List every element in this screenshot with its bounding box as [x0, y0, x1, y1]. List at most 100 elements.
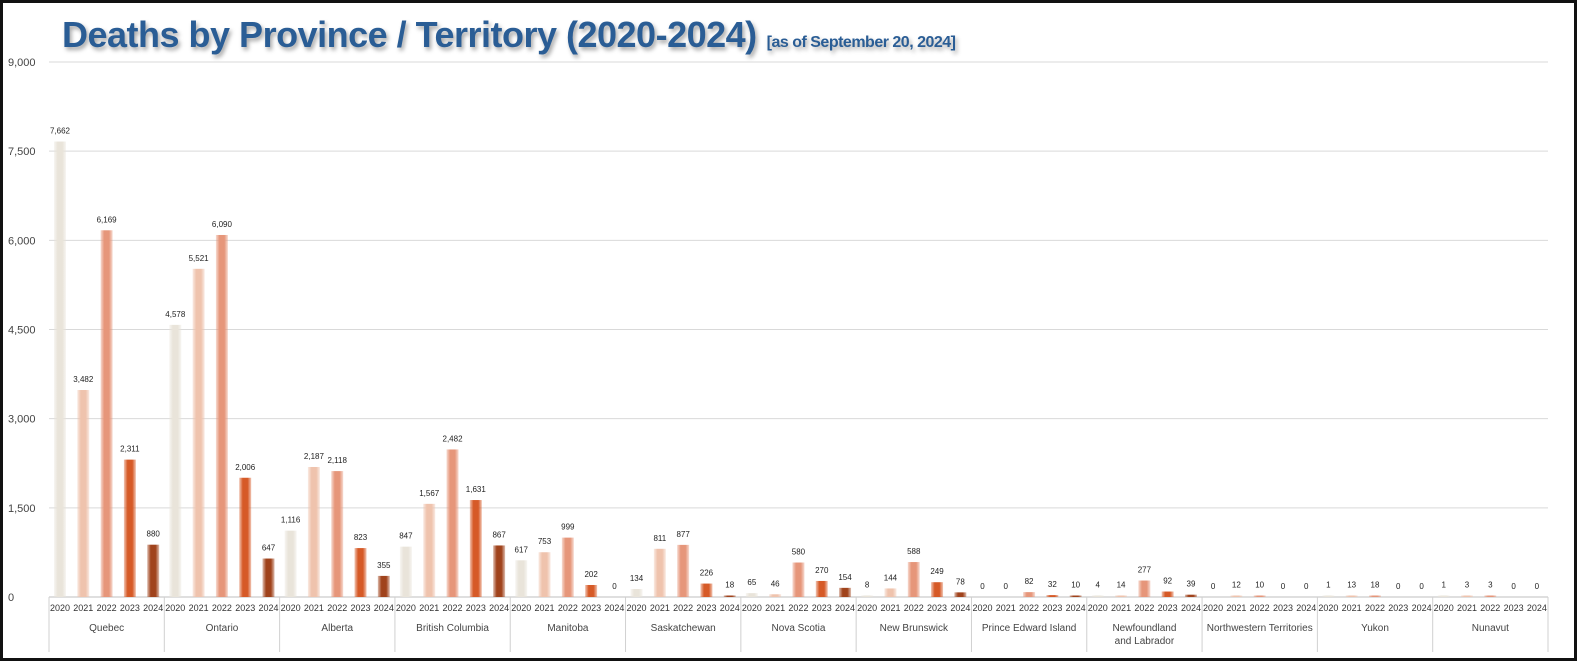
category-label: British Columbia	[416, 623, 489, 634]
data-label: 144	[884, 573, 898, 582]
data-label: 10	[1255, 581, 1264, 590]
data-label: 134	[630, 574, 644, 583]
data-label: 0	[1396, 582, 1401, 591]
data-label: 647	[262, 544, 276, 553]
bar-northwestern-territories-2022	[1253, 595, 1266, 597]
year-tick-label: 2020	[1434, 603, 1454, 613]
bar-nova-scotia-2023	[815, 580, 828, 597]
year-tick-label: 2023	[812, 603, 832, 613]
chart-title: Deaths by Province / Territory (2020-202…	[62, 14, 956, 56]
year-tick-label: 2023	[120, 603, 140, 613]
year-tick-label: 2020	[1318, 603, 1338, 613]
category-label: Ontario	[206, 623, 239, 634]
bar-nova-scotia-2022	[792, 562, 805, 597]
data-label: 0	[1211, 582, 1216, 591]
data-label: 588	[907, 547, 921, 556]
year-tick-label: 2021	[189, 603, 209, 613]
bar-british-columbia-2024	[493, 545, 506, 597]
year-tick-label: 2023	[1273, 603, 1293, 613]
year-tick-label: 2023	[927, 603, 947, 613]
category-label: Northwestern Territories	[1207, 623, 1313, 634]
year-tick-label: 2022	[904, 603, 924, 613]
bar-ontario-2022	[215, 234, 228, 597]
data-label: 18	[1371, 581, 1380, 590]
bar-quebec-2023	[123, 459, 136, 597]
year-tick-label: 2022	[788, 603, 808, 613]
category-label: Alberta	[321, 623, 353, 634]
bar-nunavut-2020	[1437, 595, 1450, 597]
category-label: Prince Edward Island	[982, 623, 1077, 634]
data-label: 1,631	[466, 485, 487, 494]
year-tick-label: 2022	[327, 603, 347, 613]
year-tick-label: 2022	[1480, 603, 1500, 613]
year-tick-label: 2021	[1457, 603, 1477, 613]
year-tick-label: 2021	[73, 603, 93, 613]
year-tick-label: 2020	[742, 603, 762, 613]
bar-quebec-2020	[54, 141, 66, 597]
bar-alberta-2021	[307, 466, 320, 597]
year-tick-label: 2020	[1203, 603, 1223, 613]
year-tick-label: 2024	[374, 603, 394, 613]
year-tick-label: 2020	[511, 603, 531, 613]
bar-saskatchewan-2022	[677, 544, 690, 597]
data-label: 867	[492, 530, 506, 539]
data-label: 753	[538, 537, 552, 546]
data-label: 78	[956, 577, 965, 586]
data-label: 0	[1419, 582, 1424, 591]
bar-new-brunswick-2023	[931, 582, 944, 597]
year-tick-label: 2022	[558, 603, 578, 613]
year-tick-label: 2023	[235, 603, 255, 613]
year-tick-label: 2024	[1066, 603, 1086, 613]
year-tick-label: 2020	[972, 603, 992, 613]
data-label: 617	[515, 545, 529, 554]
bar-nova-scotia-2024	[839, 587, 852, 597]
year-tick-label: 2023	[1504, 603, 1524, 613]
category-label: Newfoundland	[1112, 623, 1176, 634]
data-label: 154	[838, 573, 852, 582]
bar-yukon-2022	[1368, 595, 1381, 597]
data-label: 7,662	[50, 127, 71, 136]
category-label: Nova Scotia	[772, 623, 826, 634]
data-label: 999	[561, 523, 575, 532]
year-tick-label: 2022	[212, 603, 232, 613]
data-label: 14	[1117, 581, 1126, 590]
bar-alberta-2023	[354, 548, 367, 597]
year-tick-label: 2023	[581, 603, 601, 613]
year-tick-label: 2021	[419, 603, 439, 613]
bar-nova-scotia-2020	[745, 593, 758, 597]
year-tick-label: 2024	[1296, 603, 1316, 613]
year-tick-label: 2021	[1342, 603, 1362, 613]
bar-new-brunswick-2021	[884, 588, 897, 597]
bar-nova-scotia-2021	[769, 594, 782, 597]
bar-ontario-2023	[239, 477, 252, 597]
data-label: 823	[354, 533, 368, 542]
bar-manitoba-2022	[561, 537, 574, 597]
data-label: 32	[1048, 580, 1057, 589]
bar-quebec-2024	[147, 544, 160, 597]
bar-prince-edward-island-2023	[1046, 595, 1059, 597]
data-label: 277	[1138, 566, 1152, 575]
year-tick-label: 2023	[696, 603, 716, 613]
year-tick-label: 2020	[627, 603, 647, 613]
data-label: 0	[980, 582, 985, 591]
data-label: 1	[1326, 581, 1331, 590]
data-label: 2,482	[443, 434, 464, 443]
y-tick-label: 6,000	[8, 235, 36, 247]
y-tick-label: 0	[8, 592, 14, 604]
data-label: 0	[1535, 582, 1540, 591]
category-label: Nunavut	[1472, 623, 1509, 634]
data-label: 877	[676, 530, 690, 539]
year-tick-label: 2022	[1134, 603, 1154, 613]
data-label: 12	[1232, 581, 1241, 590]
data-label: 92	[1163, 577, 1172, 586]
data-label: 2,187	[304, 452, 325, 461]
data-label: 4,578	[165, 310, 186, 319]
bar-nunavut-2021	[1460, 595, 1473, 597]
bar-yukon-2021	[1345, 595, 1358, 597]
title-text: Deaths by Province / Territory (2020-202…	[62, 14, 757, 55]
year-tick-label: 2022	[673, 603, 693, 613]
bar-alberta-2024	[377, 575, 390, 597]
year-tick-label: 2020	[396, 603, 416, 613]
bar-quebec-2021	[77, 390, 90, 597]
